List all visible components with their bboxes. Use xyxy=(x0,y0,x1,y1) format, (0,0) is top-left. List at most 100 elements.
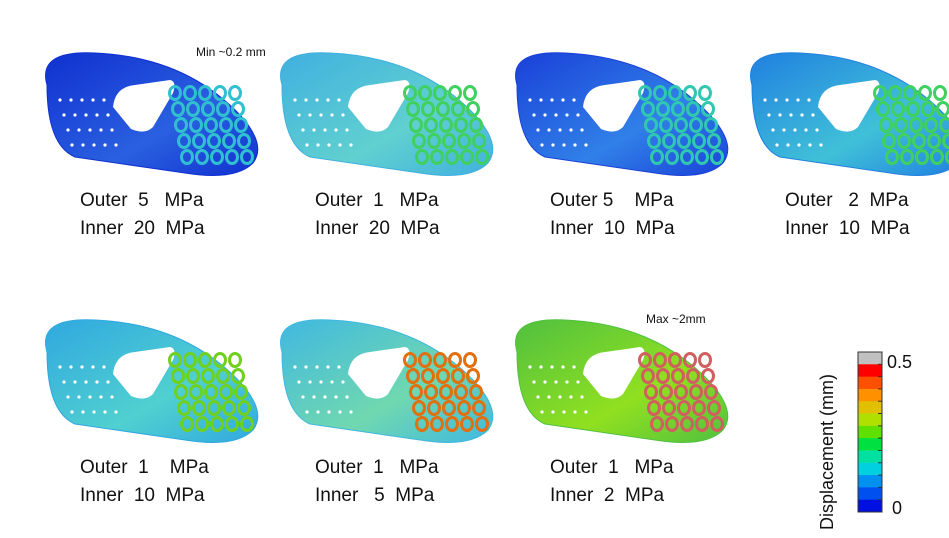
small-hole xyxy=(789,113,792,116)
small-hole xyxy=(584,143,587,146)
small-hole xyxy=(69,365,72,368)
colorbar-segment xyxy=(858,438,882,451)
small-hole xyxy=(330,113,333,116)
small-hole xyxy=(796,98,799,101)
colorbar-segment xyxy=(858,401,882,414)
small-hole xyxy=(80,98,83,101)
small-hole xyxy=(551,410,554,413)
small-hole xyxy=(572,365,575,368)
colorbar-segment xyxy=(858,414,882,427)
inner-label: Inner 10 MPa xyxy=(785,218,910,239)
small-hole xyxy=(337,98,340,101)
small-hole xyxy=(106,380,109,383)
small-hole xyxy=(91,365,94,368)
small-hole xyxy=(569,128,572,131)
small-hole xyxy=(808,143,811,146)
small-hole xyxy=(804,128,807,131)
screw-hole xyxy=(465,354,476,367)
small-hole xyxy=(316,410,319,413)
small-hole xyxy=(66,395,69,398)
small-hole xyxy=(293,98,296,101)
small-hole xyxy=(305,410,308,413)
outer-label: Outer 1 MPa xyxy=(80,457,209,478)
colorbar-segment xyxy=(858,500,882,513)
small-hole xyxy=(102,365,105,368)
small-hole xyxy=(540,410,543,413)
small-hole xyxy=(778,113,781,116)
screw-hole xyxy=(465,87,476,100)
small-hole xyxy=(345,128,348,131)
small-hole xyxy=(312,395,315,398)
small-hole xyxy=(763,98,766,101)
small-hole xyxy=(81,143,84,146)
inner-label: Inner 5 MPa xyxy=(315,485,435,506)
small-hole xyxy=(561,365,564,368)
small-hole xyxy=(58,98,61,101)
small-hole xyxy=(539,365,542,368)
outer-label: Outer 1 MPa xyxy=(550,457,674,478)
small-hole xyxy=(84,380,87,383)
outer-label: Outer 5 MPa xyxy=(80,190,204,211)
small-hole xyxy=(536,128,539,131)
small-hole xyxy=(103,410,106,413)
small-hole xyxy=(88,395,91,398)
small-hole xyxy=(62,113,65,116)
small-hole xyxy=(70,143,73,146)
small-hole xyxy=(62,380,65,383)
small-hole xyxy=(558,128,561,131)
small-hole xyxy=(543,380,546,383)
small-hole xyxy=(316,143,319,146)
colorbar-segment xyxy=(858,426,882,439)
colorbar-segment xyxy=(858,389,882,402)
inner-label: Inner 20 MPa xyxy=(80,218,205,239)
small-hole xyxy=(528,98,531,101)
outer-label: Outer 2 MPa xyxy=(785,190,909,211)
small-hole xyxy=(319,113,322,116)
small-hole xyxy=(562,143,565,146)
small-hole xyxy=(528,365,531,368)
colorbar-segment xyxy=(858,377,882,390)
small-hole xyxy=(297,113,300,116)
small-hole xyxy=(326,365,329,368)
small-hole xyxy=(99,128,102,131)
small-hole xyxy=(304,98,307,101)
colorbar-segment xyxy=(858,487,882,500)
small-hole xyxy=(767,113,770,116)
small-hole xyxy=(338,410,341,413)
small-hole xyxy=(569,395,572,398)
small-hole xyxy=(536,395,539,398)
colorbar-segment xyxy=(858,475,882,488)
small-hole xyxy=(301,128,304,131)
small-hole xyxy=(793,128,796,131)
small-hole xyxy=(308,380,311,383)
small-hole xyxy=(815,128,818,131)
small-hole xyxy=(334,395,337,398)
colorbar-segment xyxy=(858,352,882,365)
small-hole xyxy=(99,395,102,398)
small-hole xyxy=(774,98,777,101)
small-hole xyxy=(565,380,568,383)
small-hole xyxy=(561,98,564,101)
implant-panel: Outer 5 MPa Inner 20 MPa xyxy=(46,53,258,239)
colorbar-tick: 0 xyxy=(892,498,902,518)
screw-hole xyxy=(935,87,946,100)
small-hole xyxy=(550,98,553,101)
small-hole xyxy=(576,113,579,116)
small-hole xyxy=(580,395,583,398)
small-hole xyxy=(80,365,83,368)
small-hole xyxy=(550,365,553,368)
small-hole xyxy=(326,98,329,101)
outer-label: Outer 5 MPa xyxy=(550,190,674,211)
max-annotation: Max ~2mm xyxy=(646,312,706,326)
small-hole xyxy=(540,143,543,146)
small-hole xyxy=(88,128,91,131)
small-hole xyxy=(539,98,542,101)
small-hole xyxy=(572,98,575,101)
colorbar-segment xyxy=(858,463,882,476)
small-hole xyxy=(73,113,76,116)
